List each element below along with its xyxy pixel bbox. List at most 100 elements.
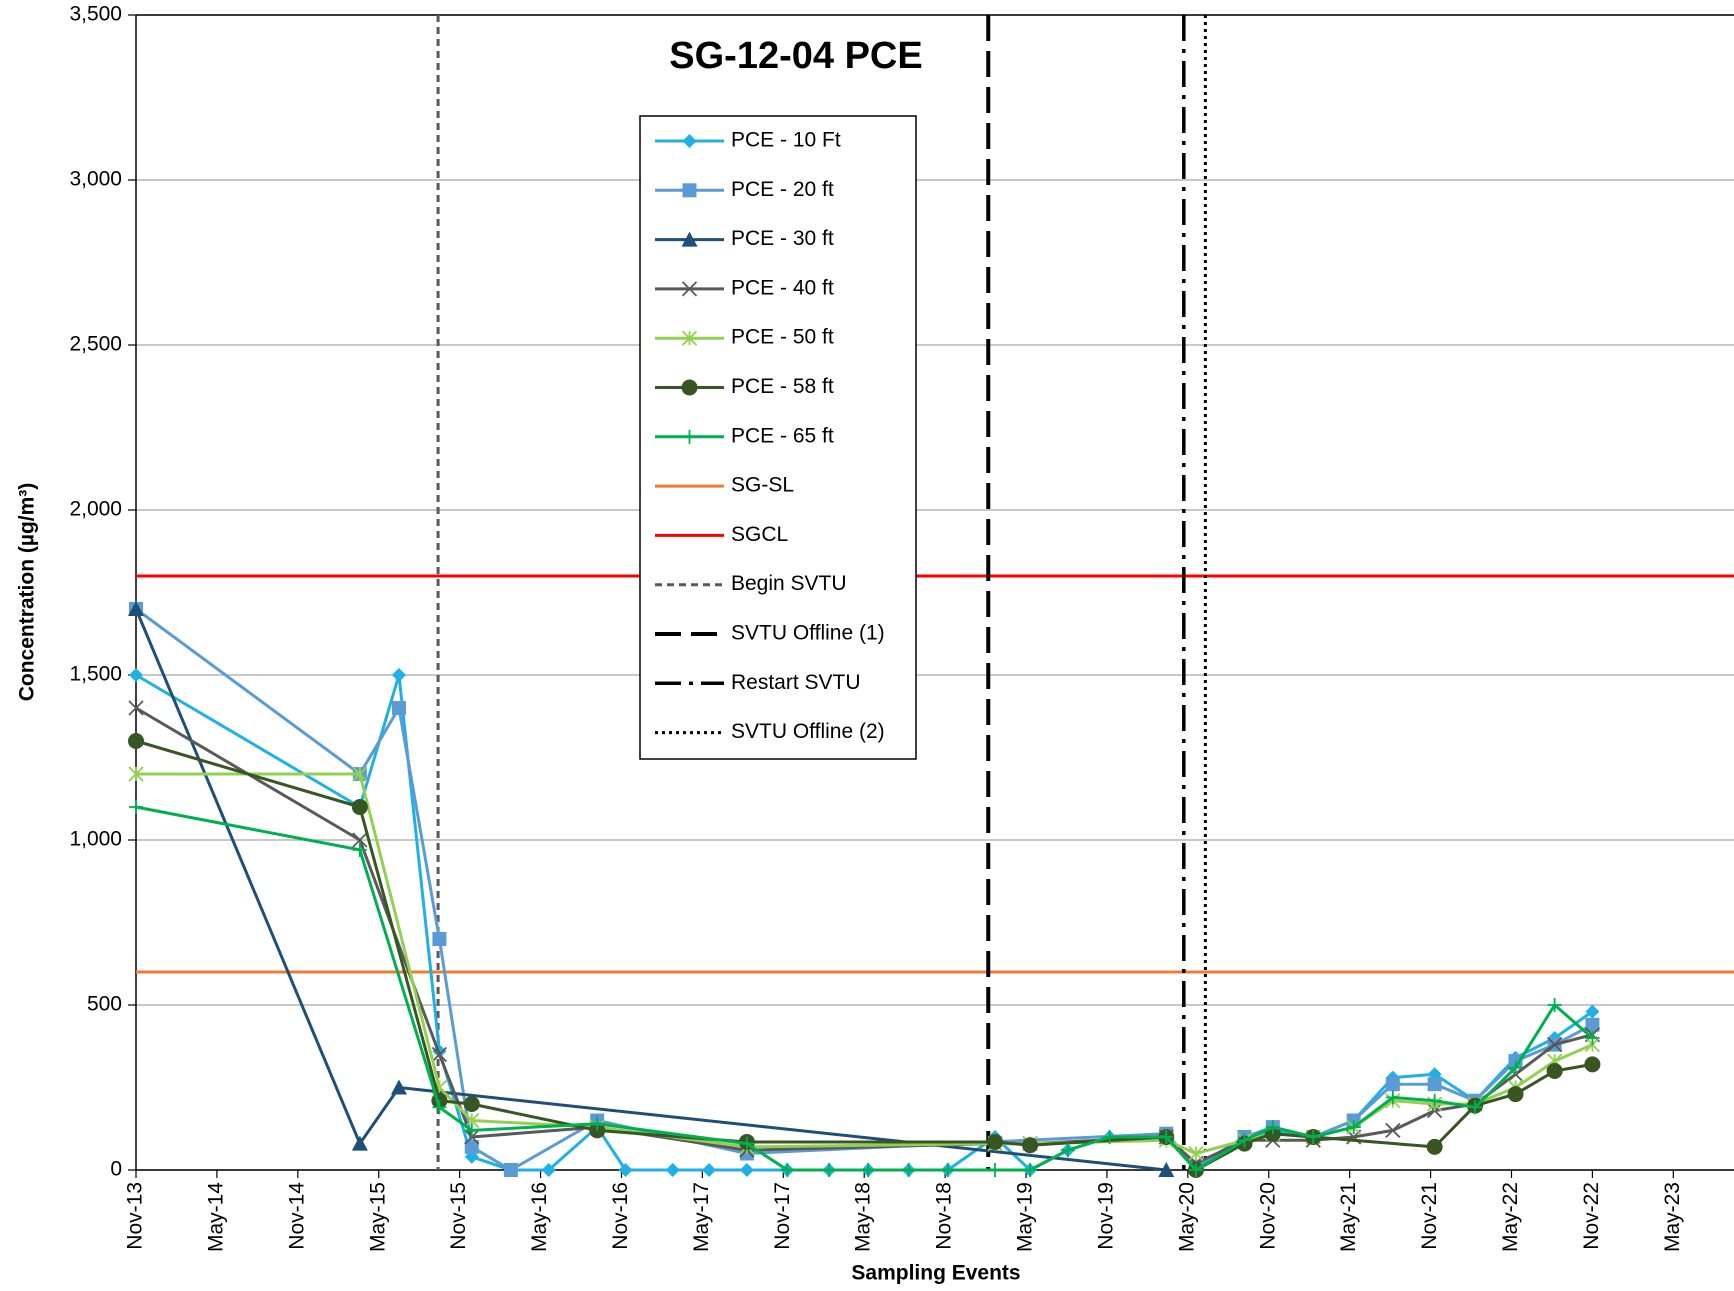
marker xyxy=(901,1163,916,1177)
marker xyxy=(681,379,698,396)
x-tick-label: Nov-21 xyxy=(1418,1182,1441,1250)
y-tick-label: 2,000 xyxy=(69,498,122,521)
marker xyxy=(665,1163,680,1177)
marker xyxy=(681,330,698,346)
marker xyxy=(464,1139,479,1154)
marker xyxy=(590,1116,605,1131)
marker xyxy=(987,1133,1004,1150)
x-tick-label: Nov-19 xyxy=(1094,1182,1117,1250)
legend-label: PCE - 10 Ft xyxy=(731,129,841,152)
marker xyxy=(390,1079,407,1095)
legend-label: PCE - 20 ft xyxy=(731,178,834,201)
legend-label: SVTU Offline (1) xyxy=(731,622,885,645)
marker xyxy=(1385,1122,1401,1139)
marker xyxy=(129,800,143,814)
legend-label: Begin SVTU xyxy=(731,572,847,595)
marker xyxy=(1158,1162,1175,1177)
marker xyxy=(128,601,144,616)
y-tick-label: 1,000 xyxy=(69,828,122,851)
marker xyxy=(432,1100,447,1115)
marker xyxy=(681,231,698,247)
marker xyxy=(351,1135,368,1151)
y-tick-label: 0 xyxy=(110,1158,122,1181)
marker xyxy=(463,1096,480,1112)
x-tick-label: May-15 xyxy=(366,1182,389,1252)
marker xyxy=(391,701,406,715)
chart-title: SG-12-04 PCE xyxy=(669,35,922,77)
marker xyxy=(1159,1130,1174,1144)
x-tick-label: Nov-17 xyxy=(771,1182,794,1250)
x-tick-label: May-16 xyxy=(528,1182,551,1252)
marker xyxy=(129,668,143,682)
marker xyxy=(1306,1130,1321,1144)
marker xyxy=(1546,1063,1563,1079)
y-tick-label: 2,500 xyxy=(69,333,122,356)
legend-label: PCE - 50 ft xyxy=(731,326,834,349)
marker xyxy=(352,766,368,782)
marker xyxy=(682,183,697,198)
x-tick-label: Nov-13 xyxy=(124,1182,147,1250)
marker xyxy=(822,1163,837,1177)
legend-label: SG-SL xyxy=(731,474,794,497)
legend-label: SVTU Offline (2) xyxy=(731,720,885,743)
marker xyxy=(681,281,698,297)
legend: PCE - 10 Ft PCE - 20 ft PCE - 30 ft PCE - 4… xyxy=(639,115,917,760)
marker xyxy=(682,134,697,148)
legend-label: PCE - 40 ft xyxy=(731,276,834,299)
legend-label: PCE - 30 ft xyxy=(731,227,834,250)
marker xyxy=(1468,1100,1483,1115)
x-tick-label: May-18 xyxy=(852,1182,875,1252)
legend-label: Restart SVTU xyxy=(731,671,861,694)
x-tick-label: Nov-22 xyxy=(1580,1182,1603,1250)
marker xyxy=(1508,1060,1523,1075)
marker xyxy=(1265,1120,1280,1135)
marker xyxy=(1022,1137,1039,1154)
marker xyxy=(1102,1130,1117,1144)
series-line xyxy=(135,805,1594,1172)
marker xyxy=(1023,1163,1038,1177)
marker xyxy=(702,1163,717,1177)
x-tick-label: Nov-18 xyxy=(933,1182,956,1250)
marker xyxy=(940,1163,955,1177)
x-tick-label: Nov-15 xyxy=(447,1182,470,1250)
y-tick-label: 3,000 xyxy=(69,168,122,191)
x-tick-label: May-22 xyxy=(1499,1182,1522,1252)
marker xyxy=(1060,1143,1075,1158)
marker xyxy=(432,932,447,946)
marker xyxy=(1237,1133,1252,1148)
x-tick-label: May-14 xyxy=(204,1182,227,1252)
x-tick-label: Nov-16 xyxy=(609,1182,632,1250)
marker xyxy=(351,799,368,815)
marker xyxy=(503,1163,518,1177)
marker xyxy=(128,766,144,782)
y-tick-label: 3,500 xyxy=(69,3,122,26)
marker xyxy=(739,1163,754,1177)
legend-label: PCE - 65 ft xyxy=(731,424,834,447)
marker xyxy=(739,1136,754,1151)
marker xyxy=(1585,1004,1600,1019)
x-tick-label: Nov-20 xyxy=(1256,1182,1279,1250)
marker xyxy=(1547,998,1562,1012)
legend-label: PCE - 58 ft xyxy=(731,375,834,398)
marker xyxy=(682,429,697,444)
x-tick-label: May-17 xyxy=(690,1182,713,1252)
marker xyxy=(1427,1093,1442,1108)
marker xyxy=(1547,1036,1563,1053)
marker xyxy=(1584,1056,1601,1073)
marker xyxy=(780,1163,795,1177)
marker xyxy=(464,1123,479,1138)
marker xyxy=(431,1046,448,1063)
x-axis-label: Sampling Events xyxy=(851,1262,1020,1285)
x-tick-label: Nov-14 xyxy=(285,1182,308,1250)
marker xyxy=(352,842,367,857)
y-tick-label: 1,500 xyxy=(69,663,122,686)
series-line xyxy=(134,608,1167,1172)
marker xyxy=(1346,1120,1361,1135)
y-axis-label: Concentration (µg/m³) xyxy=(16,483,39,702)
marker xyxy=(128,700,144,716)
marker xyxy=(1507,1086,1524,1103)
marker xyxy=(861,1163,876,1177)
marker xyxy=(352,832,368,848)
x-tick-label: May-23 xyxy=(1661,1182,1684,1252)
marker xyxy=(391,668,406,682)
